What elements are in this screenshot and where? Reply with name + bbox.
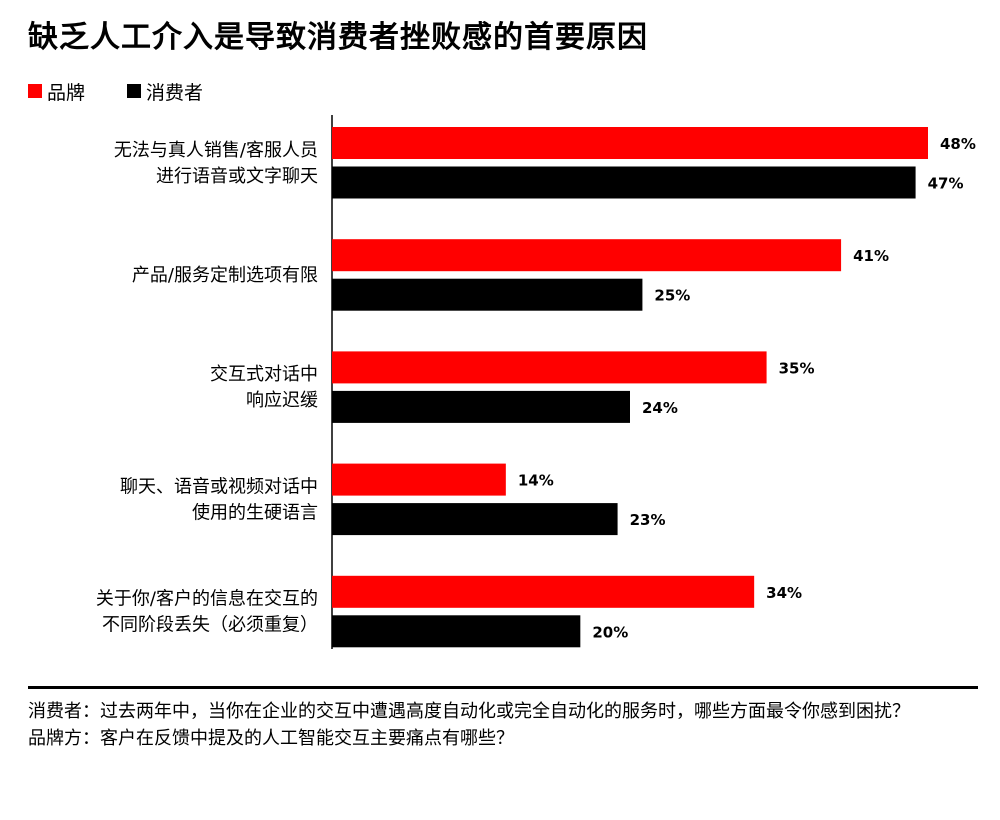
- legend-item-consumer: 消费者: [127, 78, 203, 105]
- category-label-line: 聊天、语音或视频对话中: [120, 476, 318, 497]
- data-label-brand: 48%: [940, 135, 976, 153]
- category-label: 关于你/客户的信息在交互的不同阶段丢失（必须重复）: [96, 589, 318, 636]
- bar-brand: [332, 127, 928, 159]
- legend-label-brand: 品牌: [47, 81, 86, 104]
- category-label: 产品/服务定制选项有限: [132, 265, 318, 286]
- data-label-brand: 35%: [779, 359, 815, 377]
- category-label-line: 进行语音或文字聊天: [156, 166, 318, 187]
- legend-item-brand: 品牌: [28, 78, 85, 105]
- note-brand-question: 品牌方：客户在反馈中提及的人工智能交互主要痛点有哪些？: [28, 728, 514, 749]
- legend-swatch-brand: [28, 84, 42, 98]
- data-label-consumer: 23%: [630, 511, 666, 529]
- data-label-consumer: 24%: [642, 399, 678, 417]
- chart-legend: 品牌 消费者: [28, 78, 245, 104]
- data-label-brand: 34%: [766, 584, 802, 602]
- bar-consumer: [332, 278, 643, 311]
- category-label-line: 响应迟缓: [246, 390, 318, 411]
- category-label-line: 关于你/客户的信息在交互的: [96, 589, 318, 610]
- legend-swatch-consumer: [127, 84, 142, 98]
- chart-title: 缺乏人工介入是导致消费者挫败感的首要原因: [28, 20, 648, 55]
- bar-consumer: [332, 503, 618, 536]
- bar-brand: [332, 239, 842, 272]
- note-consumer-question: 消费者：过去两年中，当你在企业的交互中遭遇高度自动化或完全自动化的服务时，哪些方…: [28, 701, 910, 722]
- category-label-line: 交互式对话中: [210, 364, 318, 385]
- footer-divider: [28, 686, 978, 689]
- category-label-line: 产品/服务定制选项有限: [132, 265, 318, 286]
- data-label-consumer: 47%: [928, 175, 964, 193]
- data-label-brand: 14%: [518, 472, 554, 490]
- bar-consumer: [332, 390, 630, 423]
- category-label-line: 无法与真人销售/客服人员: [114, 140, 318, 161]
- category-label-line: 使用的生硬语言: [192, 502, 318, 523]
- footnotes: 消费者：过去两年中，当你在企业的交互中遭遇高度自动化或完全自动化的服务时，哪些方…: [28, 698, 968, 752]
- category-label: 无法与真人销售/客服人员进行语音或文字聊天: [114, 140, 318, 187]
- bar-consumer: [332, 166, 916, 199]
- data-label-brand: 41%: [853, 247, 889, 265]
- bar-brand: [332, 575, 755, 608]
- category-label-line: 不同阶段丢失（必须重复）: [102, 615, 318, 636]
- bar-brand: [332, 463, 506, 496]
- category-label: 聊天、语音或视频对话中使用的生硬语言: [120, 476, 318, 523]
- bar-chart: 无法与真人销售/客服人员进行语音或文字聊天 48% 47% 产品/服务定制选项有限 41…: [96, 115, 976, 649]
- legend-label-consumer: 消费者: [146, 81, 204, 104]
- bar-consumer: [332, 615, 581, 648]
- data-label-consumer: 25%: [654, 287, 690, 305]
- bar-brand: [332, 351, 767, 384]
- data-label-consumer: 20%: [592, 623, 628, 641]
- category-label: 交互式对话中响应迟缓: [210, 364, 318, 411]
